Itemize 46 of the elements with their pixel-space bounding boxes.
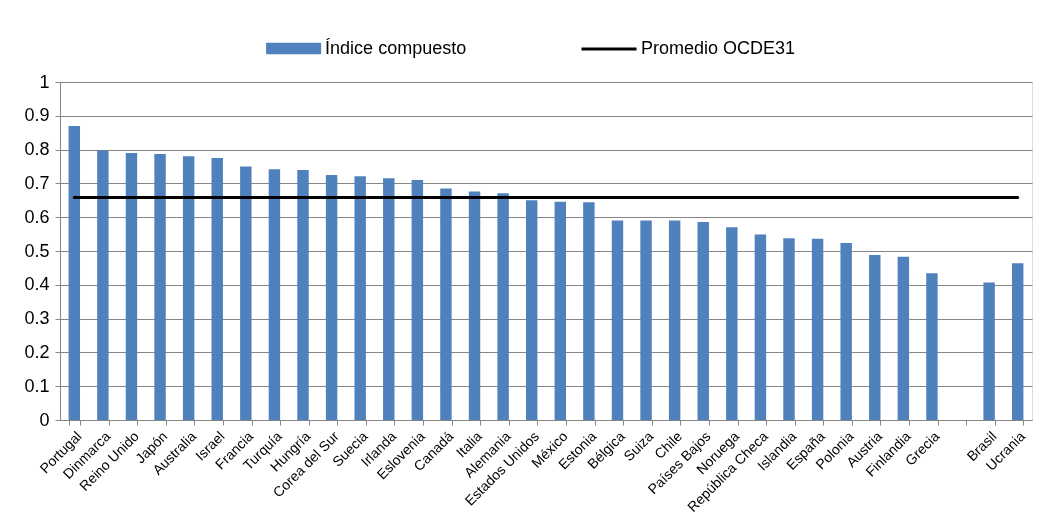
bar (897, 256, 910, 420)
y-tick-label: 0 (39, 409, 50, 430)
bar (983, 282, 995, 420)
y-tick-label: 0.9 (24, 105, 50, 126)
y-tick-label: 0.8 (24, 139, 50, 160)
bar (926, 273, 938, 420)
y-tick-label: 0.4 (24, 274, 50, 295)
bar (697, 221, 709, 420)
bar (869, 255, 881, 420)
y-tick-label: 0.1 (24, 375, 50, 396)
legend-label: Promedio OCDE31 (641, 38, 796, 58)
bar (440, 188, 452, 420)
bar (754, 234, 767, 420)
y-tick-label: 0.7 (24, 172, 50, 193)
bar (125, 152, 138, 420)
y-tick-label: 0.3 (24, 308, 50, 329)
legend-label: Índice compuesto (325, 37, 467, 58)
bar (68, 125, 81, 420)
bar (525, 200, 538, 420)
bar (583, 202, 595, 420)
bar (325, 174, 338, 420)
bar (354, 176, 366, 420)
bar (783, 238, 795, 420)
bar (840, 242, 852, 420)
bar (297, 169, 309, 420)
bar (554, 201, 567, 420)
bar (726, 227, 738, 420)
bar (182, 156, 195, 420)
bar (211, 158, 223, 420)
bar (497, 193, 509, 420)
bar (411, 180, 424, 420)
y-tick-label: 0.5 (24, 240, 50, 261)
bar (154, 153, 166, 420)
bar (240, 166, 252, 420)
bar (811, 238, 824, 420)
y-tick-label: 0.2 (24, 341, 50, 362)
bar (668, 220, 681, 420)
y-tick-label: 0.6 (24, 206, 50, 227)
bar (468, 191, 481, 420)
bar (640, 220, 652, 420)
bar (383, 178, 395, 420)
bar (1011, 263, 1024, 420)
bar (97, 150, 109, 420)
y-tick-label: 1 (39, 71, 50, 92)
bar (268, 169, 281, 420)
bar (611, 220, 624, 420)
